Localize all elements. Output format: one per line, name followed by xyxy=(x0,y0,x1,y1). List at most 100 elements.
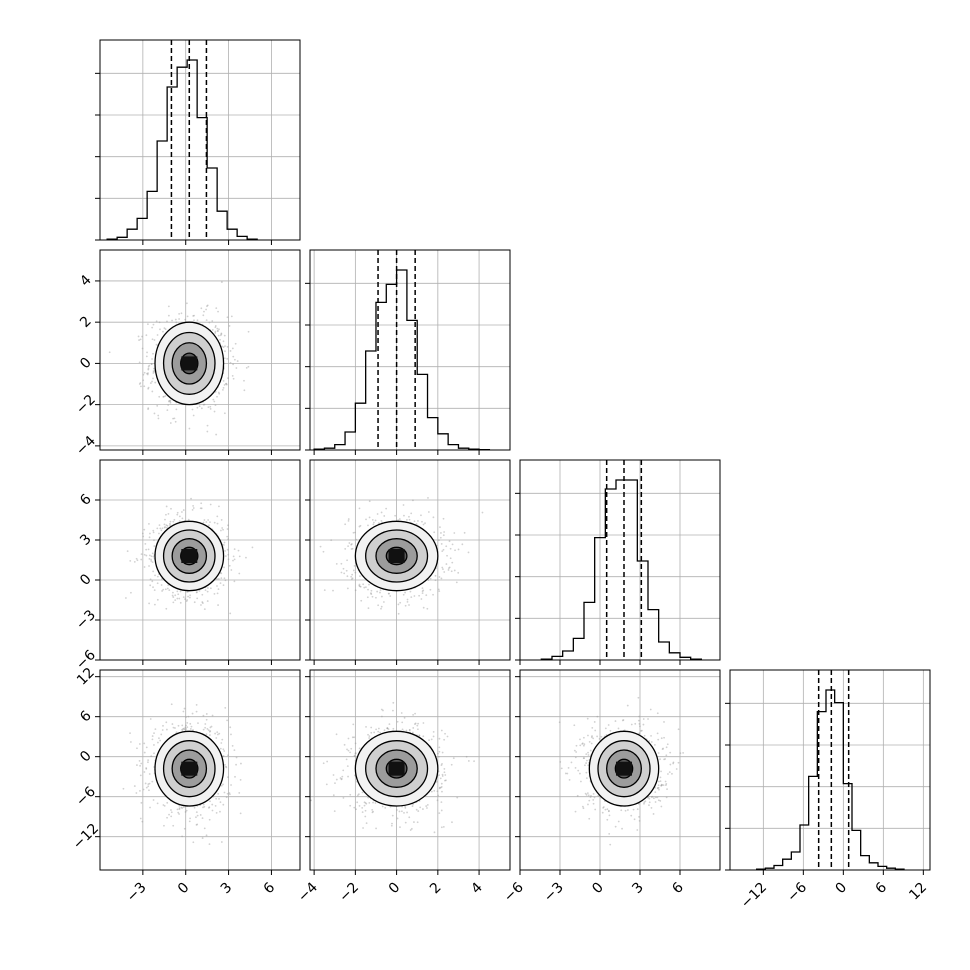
sample-point xyxy=(226,792,229,795)
sample-point xyxy=(229,361,232,364)
sample-point xyxy=(347,519,350,522)
sample-point xyxy=(414,712,416,715)
sample-point xyxy=(415,522,418,525)
sample-point xyxy=(443,767,446,770)
sample-point xyxy=(357,793,360,796)
sample-point xyxy=(350,543,353,546)
sample-point xyxy=(405,729,408,732)
sample-point xyxy=(394,514,397,517)
sample-point xyxy=(413,520,416,523)
sample-point xyxy=(175,731,178,734)
sample-point xyxy=(353,755,356,758)
sample-point xyxy=(340,571,343,574)
sample-point xyxy=(379,589,382,592)
sample-point xyxy=(341,775,344,778)
sample-point xyxy=(353,564,356,567)
sample-point xyxy=(215,812,218,814)
sample-point xyxy=(185,809,188,812)
sample-point xyxy=(151,580,154,583)
sample-point xyxy=(665,783,668,785)
sample-point xyxy=(156,404,159,407)
sample-point xyxy=(234,342,237,345)
sample-point xyxy=(209,587,212,590)
sample-point xyxy=(191,508,194,511)
sample-point xyxy=(371,518,374,521)
sample-point xyxy=(432,735,435,738)
sample-point xyxy=(147,386,150,389)
sample-point xyxy=(222,584,225,587)
sample-point xyxy=(377,727,380,730)
sample-point xyxy=(426,807,428,809)
sample-point xyxy=(381,805,384,808)
sample-point xyxy=(223,357,226,360)
sample-point xyxy=(141,820,144,823)
sample-point xyxy=(421,587,424,590)
sample-point xyxy=(145,786,148,789)
sample-point xyxy=(179,590,182,593)
sample-point xyxy=(157,741,159,744)
sample-point xyxy=(176,590,179,593)
sample-point xyxy=(453,532,456,534)
sample-point xyxy=(408,604,410,606)
sample-point xyxy=(151,561,154,564)
sample-point xyxy=(147,785,150,788)
sample-point xyxy=(133,785,136,787)
sample-point xyxy=(185,728,188,730)
y-tick-label: 0 xyxy=(77,355,95,373)
sample-point xyxy=(408,816,411,819)
sample-point xyxy=(217,588,220,591)
y-tick-label: 12 xyxy=(74,665,98,689)
sample-point xyxy=(228,325,231,327)
sample-point xyxy=(672,762,675,765)
sample-point xyxy=(391,822,393,825)
sample-point xyxy=(386,727,389,729)
sample-point xyxy=(157,417,160,420)
sample-point xyxy=(153,744,155,746)
sample-point xyxy=(181,724,184,727)
sample-point xyxy=(225,383,228,386)
sample-point xyxy=(345,569,348,572)
sample-point xyxy=(425,594,428,597)
sample-point xyxy=(209,800,211,803)
sample-point xyxy=(166,524,169,527)
sample-point xyxy=(392,709,394,712)
sample-point xyxy=(372,801,374,804)
sample-point xyxy=(193,601,196,604)
sample-point xyxy=(386,727,389,730)
sample-point xyxy=(202,521,205,524)
sample-point xyxy=(218,732,221,735)
sample-point xyxy=(205,521,208,523)
sample-point xyxy=(152,372,155,374)
sample-point xyxy=(212,398,215,401)
sample-point xyxy=(409,590,412,593)
sample-point xyxy=(217,578,220,580)
x-tick-label: 0 xyxy=(175,880,193,898)
sample-point xyxy=(158,532,160,535)
sample-point xyxy=(178,515,181,518)
sample-point xyxy=(150,755,153,757)
panel-3-2: −6 −3 0 3 6 xyxy=(501,669,721,905)
sample-point xyxy=(143,528,146,531)
sample-point xyxy=(372,810,374,813)
sample-point xyxy=(190,497,192,500)
sample-point xyxy=(427,511,430,513)
sample-point xyxy=(146,372,148,375)
sample-point xyxy=(147,387,150,390)
sample-point xyxy=(637,696,640,699)
sample-point xyxy=(433,531,436,534)
sample-point xyxy=(404,604,407,607)
x-tick-label: −4 xyxy=(295,879,321,905)
sample-point xyxy=(153,367,155,370)
sample-point xyxy=(218,328,220,331)
sample-point xyxy=(451,561,454,564)
sample-point xyxy=(245,556,247,559)
sample-point xyxy=(199,814,202,816)
sample-point xyxy=(223,577,226,580)
sample-point xyxy=(400,712,403,714)
sample-point xyxy=(220,281,223,283)
sample-point xyxy=(232,559,234,562)
sample-point xyxy=(372,523,375,526)
sample-point xyxy=(223,384,226,386)
sample-point xyxy=(657,738,660,741)
sample-point xyxy=(664,780,667,783)
